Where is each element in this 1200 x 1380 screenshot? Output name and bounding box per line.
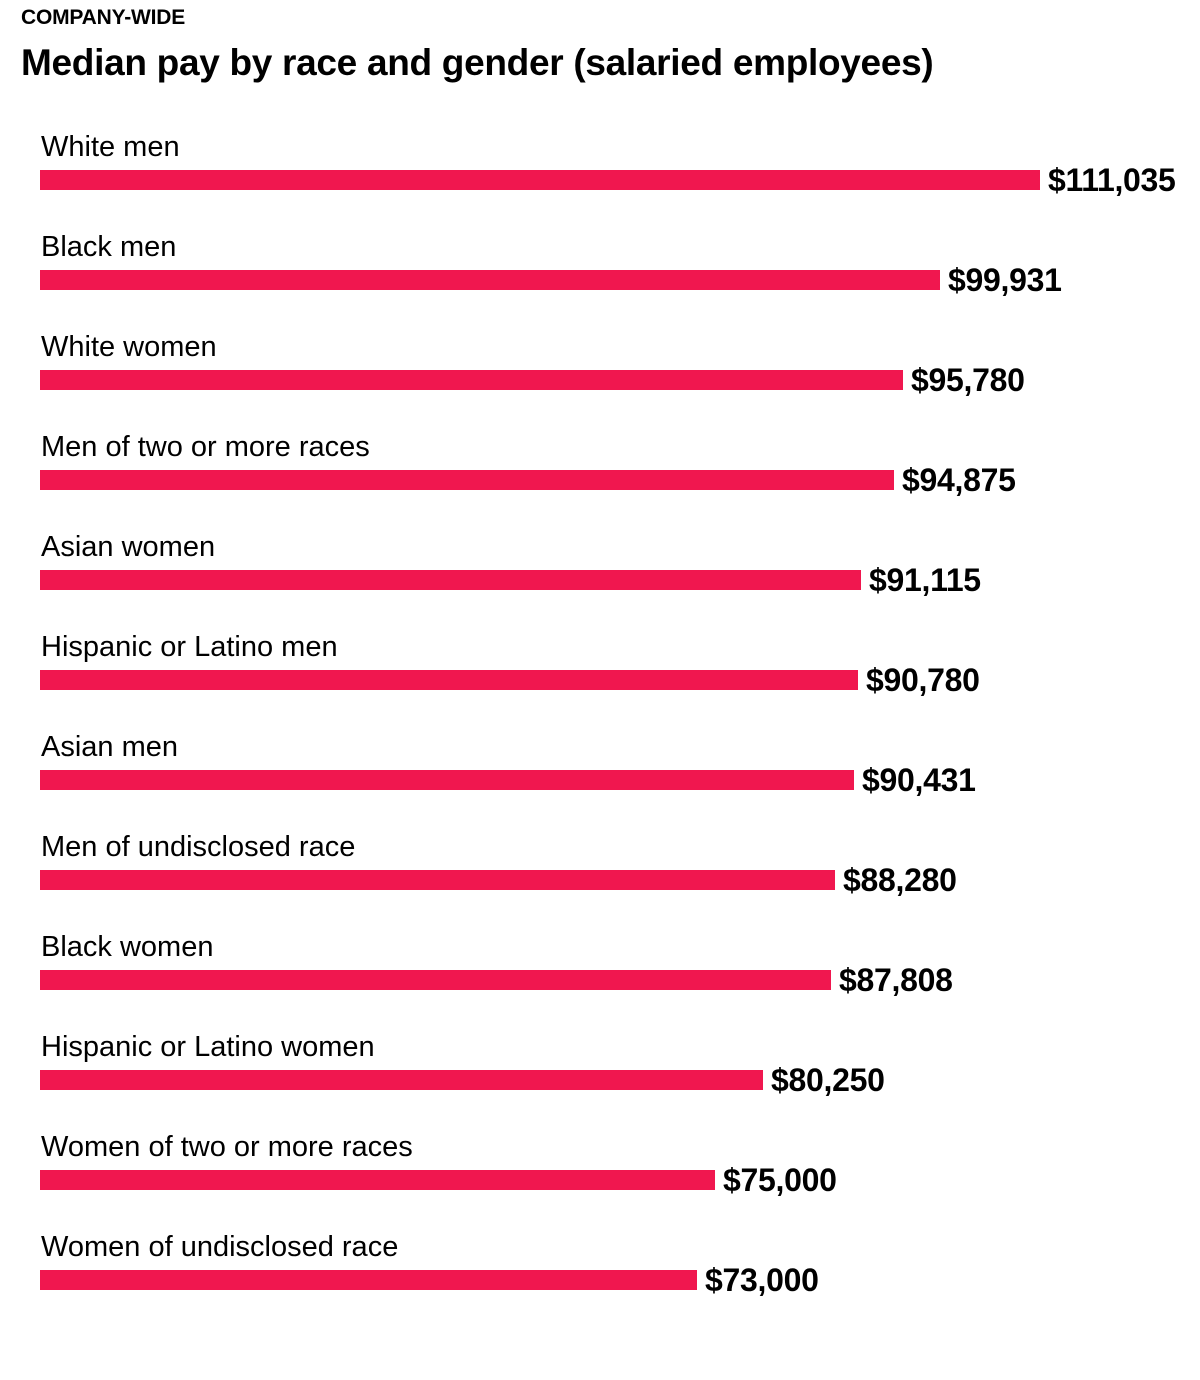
value-label: $75,000 [723, 1162, 837, 1198]
bar-row: Asian men $90,431 [0, 730, 1200, 830]
chart-title: Median pay by race and gender (salaried … [21, 42, 934, 83]
bar [40, 370, 903, 390]
category-label: Hispanic or Latino men [41, 631, 338, 663]
bar-row: Hispanic or Latino men $90,780 [0, 630, 1200, 730]
category-label: Black women [41, 931, 214, 963]
bar [40, 570, 861, 590]
value-label: $99,931 [948, 262, 1062, 298]
category-label: Hispanic or Latino women [41, 1031, 375, 1063]
bar [40, 270, 940, 290]
category-label: Black men [41, 231, 177, 263]
bar-row: Women of undisclosed race $73,000 [0, 1230, 1200, 1330]
value-label: $80,250 [771, 1062, 885, 1098]
bar-row: White men $111,035 [0, 130, 1200, 230]
value-label: $88,280 [843, 862, 957, 898]
bar-row: Women of two or more races $75,000 [0, 1130, 1200, 1230]
bar-row: White women $95,780 [0, 330, 1200, 430]
bar-row: Black women $87,808 [0, 930, 1200, 1030]
bar-row: Asian women $91,115 [0, 530, 1200, 630]
bar [40, 1170, 715, 1190]
category-label: White women [41, 331, 217, 363]
bar-row: Men of undisclosed race $88,280 [0, 830, 1200, 930]
value-label: $91,115 [869, 562, 981, 598]
bar [40, 770, 854, 790]
value-label: $94,875 [902, 462, 1016, 498]
chart-kicker: COMPANY-WIDE [21, 6, 186, 29]
bar [40, 970, 831, 990]
bar [40, 1070, 763, 1090]
category-label: Asian men [41, 731, 179, 763]
value-label: $111,035 [1048, 162, 1176, 198]
bar [40, 870, 835, 890]
bar-row: Hispanic or Latino women $80,250 [0, 1030, 1200, 1130]
value-label: $90,780 [866, 662, 980, 698]
value-label: $90,431 [862, 762, 976, 798]
value-label: $73,000 [705, 1262, 819, 1298]
category-label: White men [41, 131, 180, 163]
value-label: $95,780 [911, 362, 1025, 398]
value-label: $87,808 [839, 962, 953, 998]
category-label: Men of two or more races [41, 431, 370, 463]
category-label: Men of undisclosed race [41, 831, 356, 863]
bar [40, 470, 894, 490]
bar [40, 670, 858, 690]
bar [40, 170, 1040, 190]
category-label: Asian women [41, 531, 216, 563]
category-label: Women of two or more races [41, 1131, 413, 1163]
bar [40, 1270, 697, 1290]
category-label: Women of undisclosed race [41, 1231, 399, 1263]
bar-row: Men of two or more races $94,875 [0, 430, 1200, 530]
bar-row: Black men $99,931 [0, 230, 1200, 330]
